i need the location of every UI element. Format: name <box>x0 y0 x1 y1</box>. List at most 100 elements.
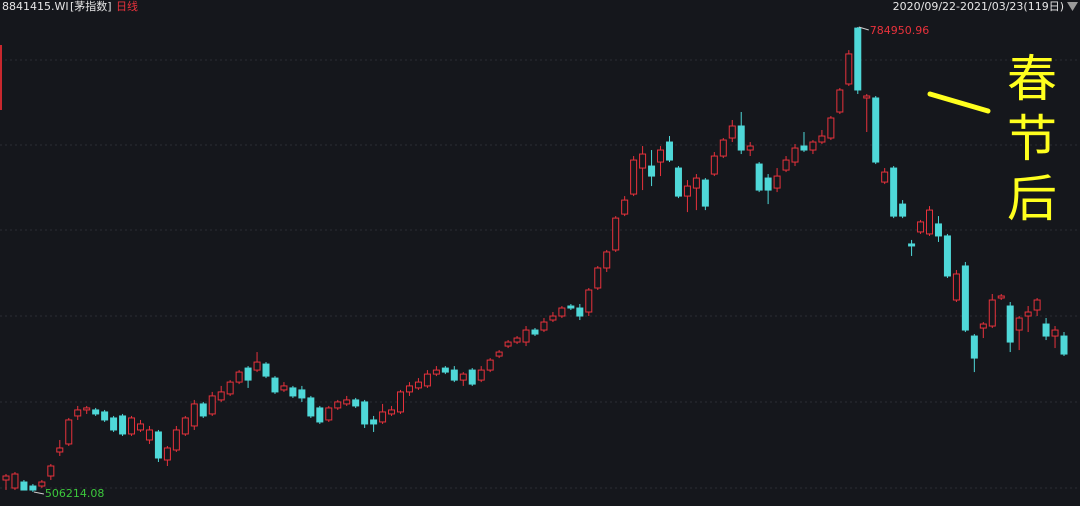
candle-body <box>782 159 790 171</box>
candle-body <box>405 385 413 393</box>
candle-body <box>334 401 342 409</box>
candle-body <box>154 431 162 459</box>
candle-body <box>827 117 835 139</box>
candle-body <box>280 385 288 391</box>
candle-body <box>612 217 620 251</box>
candle-body <box>926 209 934 235</box>
candle-body <box>809 141 817 151</box>
candle-body <box>639 153 647 169</box>
candle-body <box>38 481 46 487</box>
candle-body <box>683 185 691 197</box>
candle-body <box>988 299 996 327</box>
candle-body <box>298 389 306 399</box>
candle-body <box>119 415 127 435</box>
candle-body <box>370 419 378 425</box>
candle-body <box>172 429 180 451</box>
candle-body <box>289 387 297 397</box>
candle-body <box>128 417 136 435</box>
candle-body <box>307 397 315 417</box>
code: 8841415.WI <box>2 0 69 13</box>
pointer <box>858 26 869 31</box>
index-name: [茅指数] <box>70 0 112 13</box>
candle-body <box>1060 335 1068 355</box>
candle-body <box>558 307 566 317</box>
candle-body <box>441 367 449 373</box>
candle-body <box>764 177 772 191</box>
candle-body <box>657 149 665 163</box>
candle-body <box>540 321 548 331</box>
candle-body <box>845 53 853 85</box>
candle-body <box>755 163 763 191</box>
candle-body <box>692 177 700 189</box>
candle-body <box>567 305 575 309</box>
high-label: 784950.96 <box>870 24 930 37</box>
candle-body <box>513 337 521 343</box>
candle-body <box>872 97 880 163</box>
candle-body <box>1051 329 1059 337</box>
candle-body <box>388 409 396 415</box>
candle-body <box>423 373 431 387</box>
candle-body <box>1033 299 1041 311</box>
candle-body <box>630 159 638 195</box>
candle-body <box>92 409 100 415</box>
candle-body <box>549 315 557 321</box>
candle-body <box>199 403 207 417</box>
candle-body <box>11 473 19 489</box>
candle-body <box>773 175 781 189</box>
candle-body <box>262 363 270 377</box>
candle-body <box>65 419 73 445</box>
candle-body <box>908 243 916 247</box>
candle-body <box>621 199 629 215</box>
candle-body <box>316 407 324 423</box>
candle-body <box>943 235 951 277</box>
candle-body <box>459 373 467 381</box>
candle-body <box>253 361 261 371</box>
candle-body <box>585 289 593 313</box>
candle-body <box>504 341 512 347</box>
candle-body <box>20 481 28 491</box>
annotation: 春节后 <box>999 52 1057 232</box>
dropdown-icon[interactable] <box>1067 2 1078 11</box>
candle-body <box>934 223 942 237</box>
candle-body <box>737 125 745 151</box>
candle-body <box>432 369 440 375</box>
candle-body <box>997 295 1005 299</box>
candle-body <box>881 171 889 183</box>
candle-body <box>594 267 602 289</box>
candle-body <box>74 409 82 417</box>
candle-body <box>961 265 969 331</box>
date-range[interactable]: 2020/09/22-2021/03/23(119日) <box>893 0 1064 13</box>
candle-body <box>710 155 718 175</box>
candle-body <box>2 475 10 481</box>
pointer <box>33 491 44 495</box>
candle-body <box>979 323 987 329</box>
candle-body <box>674 167 682 197</box>
candle-body <box>271 377 279 393</box>
candle-body <box>486 359 494 371</box>
candle-body <box>1015 317 1023 331</box>
candle-body <box>468 369 476 385</box>
candle-body <box>603 251 611 269</box>
candle-body <box>190 403 198 427</box>
candle-body <box>101 411 109 421</box>
candle-body <box>361 401 369 425</box>
candle-body <box>145 429 153 441</box>
candle-body <box>648 165 656 177</box>
candle-body <box>719 139 727 157</box>
candle-body <box>890 167 898 217</box>
candle-body <box>576 307 584 317</box>
candle-body <box>665 141 673 161</box>
candle-body <box>379 411 387 423</box>
candle-body <box>217 391 225 401</box>
candle-body <box>531 329 539 335</box>
candle-body <box>414 381 422 389</box>
candle-body <box>1006 305 1014 343</box>
candle-body <box>818 135 826 143</box>
candle-body <box>728 125 736 139</box>
candle-body <box>110 417 118 431</box>
candle-body <box>970 335 978 359</box>
candle-body <box>701 179 709 207</box>
candle-body <box>244 367 252 381</box>
